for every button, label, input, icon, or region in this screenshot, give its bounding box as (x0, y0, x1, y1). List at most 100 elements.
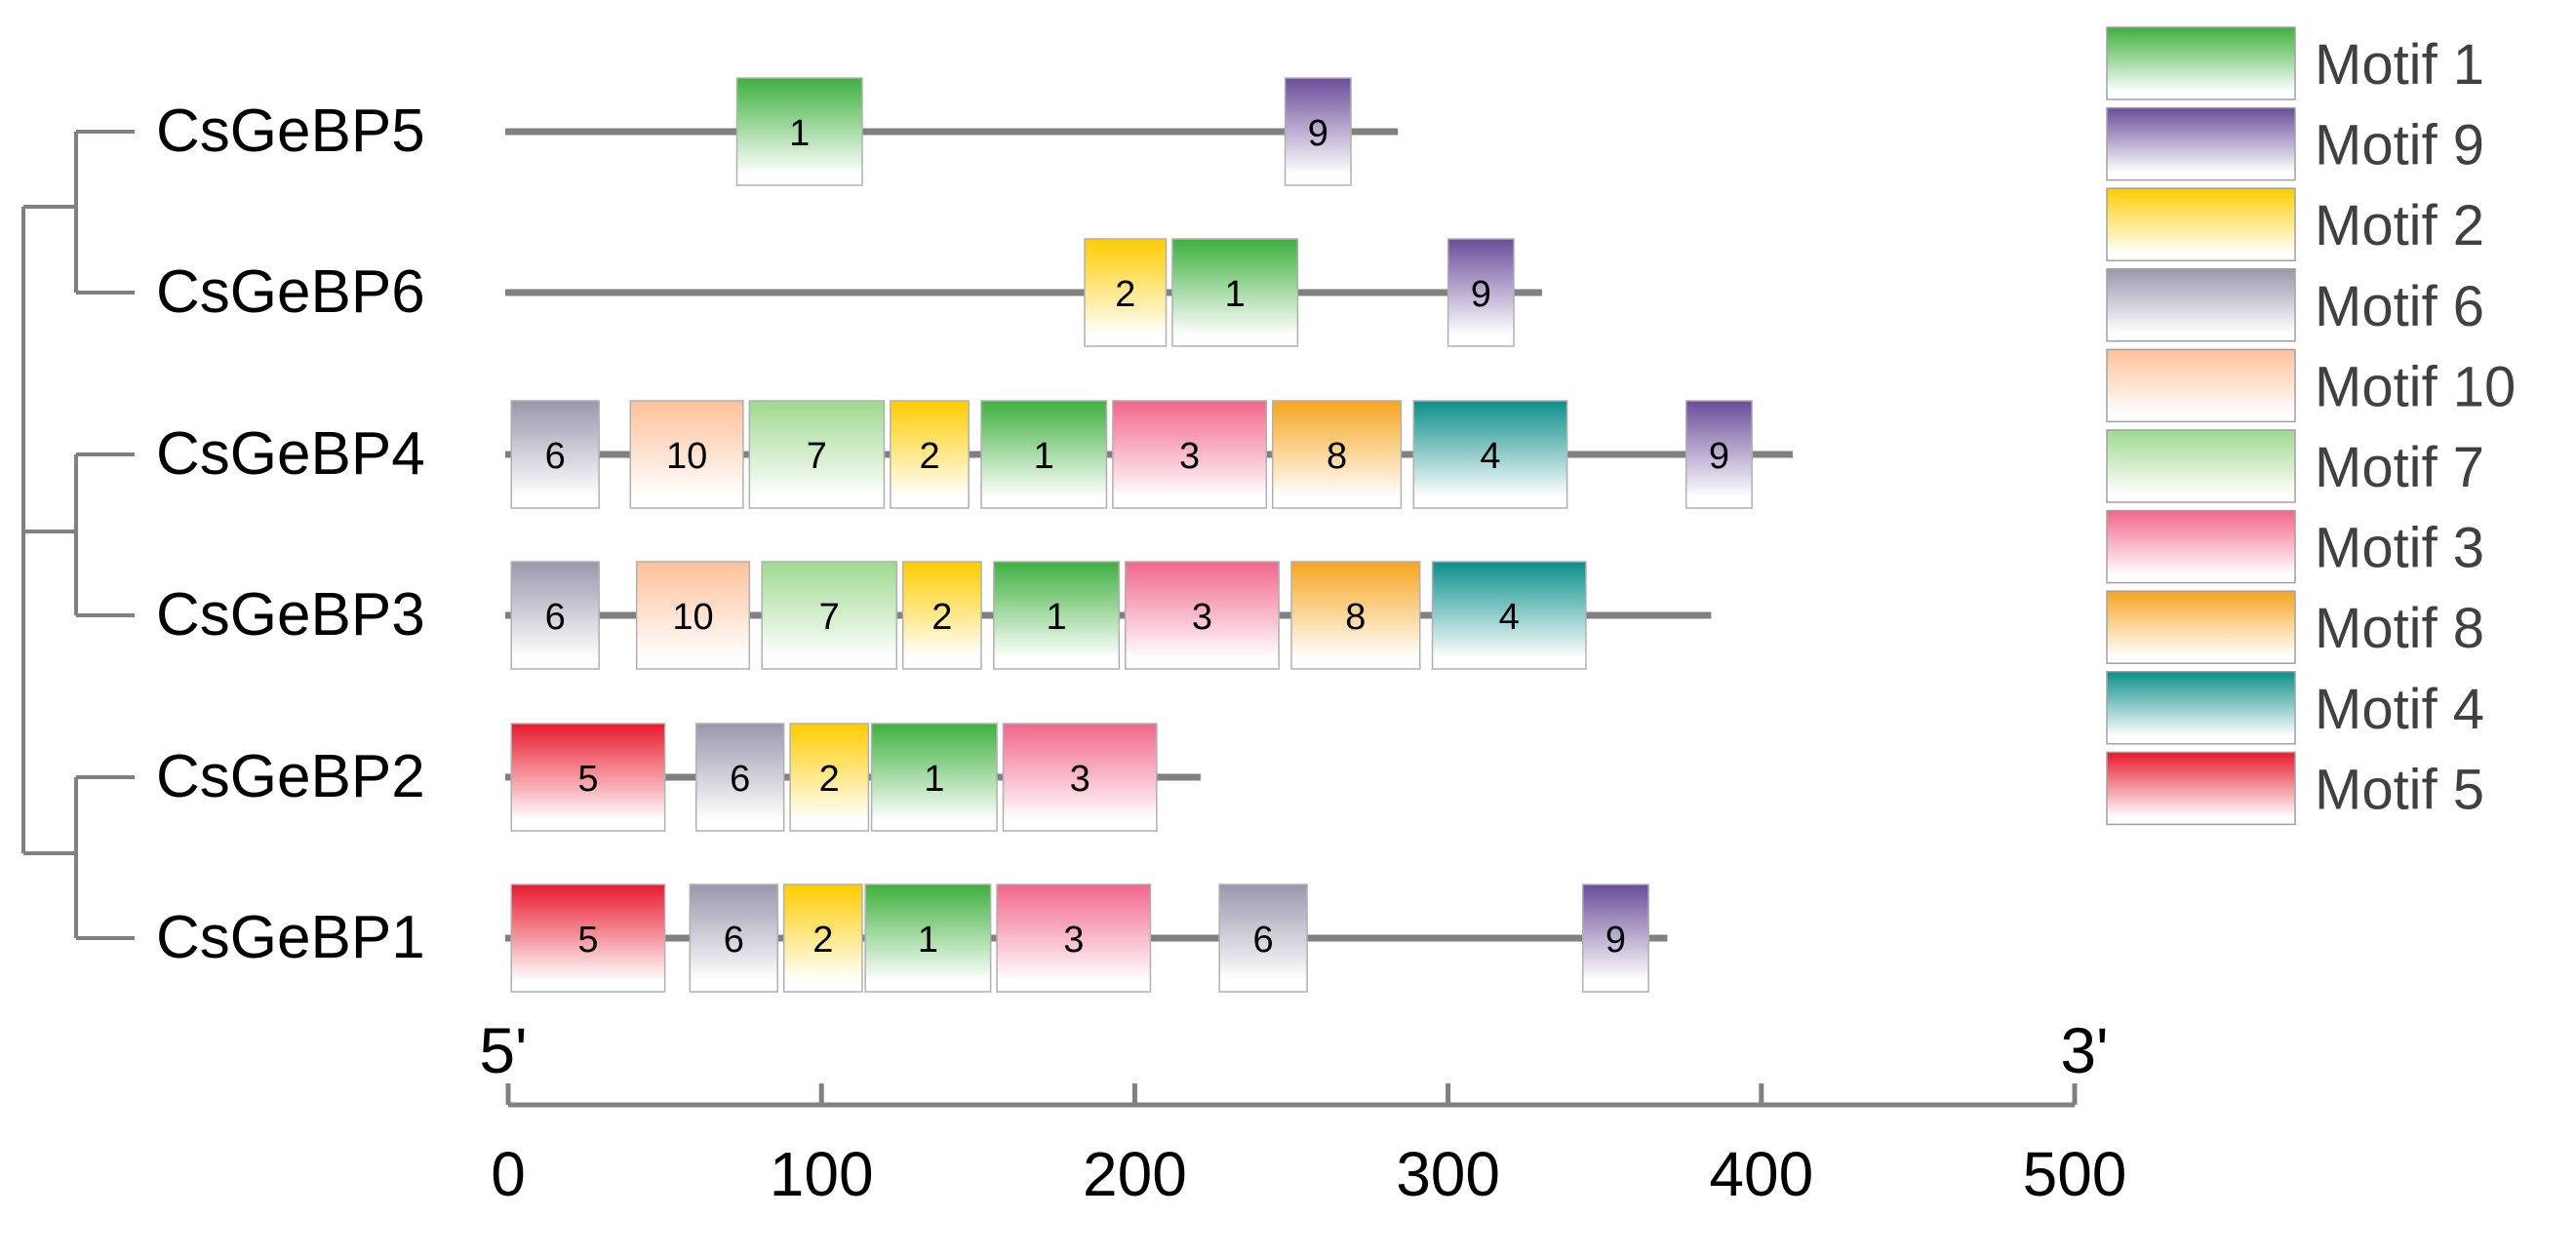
motif-box-6 (510, 561, 600, 670)
motif-box-2 (901, 561, 982, 670)
legend-item: Motif 10 (2106, 348, 2516, 423)
motif-label: 2 (919, 436, 939, 477)
motif-box-9 (1684, 400, 1753, 509)
motif-box-9 (1581, 884, 1649, 993)
protein-row: CsGeBP1 5 6 2 1 3 6 9 (156, 884, 1668, 993)
motif-label: 5 (577, 759, 598, 800)
motif-label: 1 (1047, 597, 1067, 638)
motif-box-6 (510, 400, 600, 509)
protein-rows: CsGeBP5 1 9 CsGeBP6 2 1 9 CsGeBP4 6 10 7 2 1 3 8 4 9 CsGe… (156, 77, 1793, 993)
protein-name: CsGeBP2 (156, 743, 425, 810)
motif-label: 6 (730, 759, 750, 800)
motif-label: 10 (666, 436, 707, 477)
motif-label: 8 (1345, 597, 1366, 638)
legend-item: Motif 2 (2106, 187, 2484, 261)
legend-label: Motif 9 (2315, 114, 2484, 177)
motif-label: 2 (819, 759, 840, 800)
legend-item: Motif 7 (2106, 429, 2484, 503)
protein-name: CsGeBP6 (156, 258, 425, 326)
legend-swatch (2106, 429, 2296, 503)
legend-label: Motif 1 (2315, 33, 2484, 97)
motif-box-6 (1218, 884, 1308, 993)
axis-tick-label: 200 (1083, 1139, 1187, 1209)
motif-box-1 (870, 723, 998, 832)
motif-box-7 (761, 561, 898, 670)
legend-item: Motif 4 (2106, 671, 2484, 745)
legend-swatch (2106, 671, 2296, 745)
legend-swatch (2106, 26, 2296, 100)
motif-label: 7 (807, 436, 827, 477)
legend-item: Motif 8 (2106, 590, 2484, 664)
legend-swatch (2106, 751, 2296, 826)
legend-item: Motif 1 (2106, 26, 2484, 100)
motif-label: 4 (1480, 436, 1500, 477)
motif-label: 1 (1034, 436, 1054, 477)
legend-label: Motif 6 (2315, 275, 2484, 338)
motif-label: 6 (545, 597, 566, 638)
legend-label: Motif 4 (2315, 678, 2484, 741)
motif-box-2 (1084, 238, 1168, 347)
motif-label: 3 (1063, 920, 1084, 961)
scale-axis: 0 100 200 300 400 500 5' 3' (479, 1014, 2126, 1209)
legend-swatch (2106, 348, 2296, 423)
motif-label: 8 (1327, 436, 1347, 477)
protein-name: CsGeBP4 (156, 420, 425, 488)
legend-label: Motif 3 (2315, 517, 2484, 580)
motif-box-10 (635, 561, 751, 670)
motif-label: 5 (577, 920, 598, 961)
motif-box-6 (689, 884, 778, 993)
motif-label: 2 (931, 597, 952, 638)
motif-box-1 (980, 400, 1108, 509)
motif-box-3 (1002, 723, 1158, 832)
motif-box-5 (510, 723, 666, 832)
axis-tick-label: 500 (2023, 1139, 2127, 1209)
legend-item: Motif 3 (2106, 509, 2484, 584)
motif-label: 9 (1709, 436, 1729, 477)
motif-label: 9 (1605, 920, 1626, 961)
motif-label: 7 (819, 597, 840, 638)
motif-legend: Motif 1 Motif 9 Motif 2 Motif 6 Motif 10 Moti… (2106, 26, 2516, 826)
motif-label: 4 (1499, 597, 1520, 638)
legend-item: Motif 6 (2106, 268, 2484, 342)
motif-box-3 (1125, 561, 1280, 670)
legend-label: Motif 8 (2315, 597, 2484, 660)
motif-box-4 (1412, 400, 1568, 509)
protein-row: CsGeBP5 1 9 (156, 77, 1399, 186)
axis-tick-label: 400 (1709, 1139, 1813, 1209)
motif-box-6 (694, 723, 785, 832)
motif-label: 6 (724, 920, 744, 961)
legend-item: Motif 9 (2106, 106, 2484, 181)
protein-row: CsGeBP3 6 10 7 2 1 3 8 4 (156, 561, 1712, 670)
motif-box-8 (1271, 400, 1403, 509)
motif-box-2 (782, 884, 863, 993)
protein-row: CsGeBP2 5 6 2 1 3 (156, 723, 1201, 832)
axis-tick-label: 100 (770, 1139, 874, 1209)
axis-tick-label: 300 (1396, 1139, 1500, 1209)
motif-label: 2 (1115, 274, 1135, 315)
motif-box-4 (1431, 561, 1587, 670)
motif-label: 1 (918, 920, 938, 961)
motif-box-9 (1447, 238, 1515, 347)
motif-box-7 (748, 400, 886, 509)
motif-box-1 (1171, 238, 1299, 347)
axis-tick-label: 0 (491, 1139, 526, 1209)
motif-box-1 (864, 884, 992, 993)
legend-swatch (2106, 590, 2296, 664)
protein-name: CsGeBP1 (156, 904, 425, 971)
legend-swatch (2106, 106, 2296, 181)
motif-box-9 (1284, 77, 1352, 186)
motif-box-1 (735, 77, 863, 186)
motif-box-10 (629, 400, 744, 509)
motif-box-3 (996, 884, 1152, 993)
legend-label: Motif 2 (2315, 194, 2484, 257)
motif-box-3 (1112, 400, 1268, 509)
motif-label: 2 (812, 920, 833, 961)
legend-label: Motif 7 (2315, 436, 2484, 499)
legend-label: Motif 10 (2315, 355, 2516, 418)
axis-3prime-label: 3' (2060, 1014, 2108, 1086)
legend-swatch (2106, 187, 2296, 261)
motif-label: 9 (1471, 274, 1491, 315)
motif-label: 3 (1179, 436, 1200, 477)
